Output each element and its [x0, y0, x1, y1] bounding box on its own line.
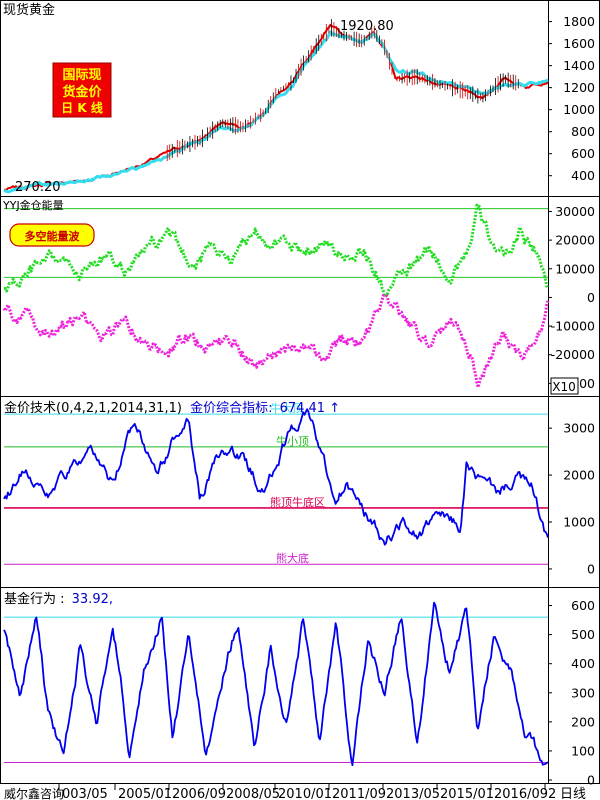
indicator-ytick-label-1: 0 [587, 561, 595, 576]
energy-badge-text: 多空能量波 [25, 229, 81, 243]
indicator-title: 金价技术(0,4,2,1,2014,31,1) 金价综合指标: 674.41 ↑ [4, 400, 340, 416]
indicator-up-arrow: ↑ [329, 401, 340, 416]
x-axis-label-2: 003/05 [62, 787, 108, 800]
energy-ytick-label-2: -20000 [551, 347, 595, 362]
price-title-text: 现货黄金 [3, 2, 55, 18]
indicator-value: 674.41 [280, 401, 326, 416]
energy-ytick-label-5: 10000 [555, 261, 595, 276]
energy-multiplier: X10 [550, 377, 579, 395]
x-axis-label-8: 2013/05 [386, 787, 440, 800]
price-ytick-label-7: 1600 [563, 36, 595, 51]
indicator-title-text: 金价技术(0,4,2,1,2014,31,1) [4, 400, 182, 416]
price-badge: 国际现 货金价 日 K 线 [52, 62, 112, 118]
energy-ytick-label-7: 30000 [555, 204, 595, 219]
energy-ytick-label-4: 0 [587, 290, 595, 305]
fund-ytick-label-2: 100 [571, 743, 595, 758]
price-title: 现货黄金 [3, 2, 55, 18]
x-axis-label-1: 威尔鑫咨询 [4, 786, 64, 800]
x-axis-label-5: 2008/05 [226, 787, 280, 800]
price-panel: 400 600 800 1000 1200 1400 1600 1800 [3, 14, 595, 194]
x-axis-label-9: 2015/01 [440, 787, 494, 800]
price-ytick-label-6: 1400 [563, 58, 595, 73]
fund-ytick-label-5: 400 [571, 656, 595, 671]
price-ytick-label-4: 1000 [563, 102, 595, 117]
fund-title: 基金行为 : 33.92, [4, 591, 113, 607]
x-axis-label-12: 日线 [560, 787, 586, 800]
price-low-annotation: 270.20 [15, 180, 61, 195]
x-axis-label-6: 2010/01 [278, 787, 332, 800]
fund-title-text: 基金行为 : [4, 591, 65, 607]
energy-title: YYJ金仓能量 [2, 198, 64, 212]
price-ytick-label-8: 1800 [563, 14, 595, 29]
indicator-level-label-1: 牛大顶 [270, 401, 303, 415]
indicator-level-label-2: 牛小顶 [276, 434, 309, 448]
indicator-level-label-4: 熊大底 [276, 551, 309, 565]
energy-ytick-label-3: -10000 [551, 319, 595, 334]
price-high-annotation: 1920.80 [340, 19, 394, 34]
indicator-level-label-3: 熊顶牛底区 [270, 495, 325, 509]
price-ytick-label-1: 400 [571, 168, 595, 183]
price-ytick-label-2: 600 [571, 146, 595, 161]
price-badge-line-3: 日 K 线 [61, 100, 103, 115]
energy-series-2-line [2, 293, 550, 389]
fund-ytick-label-3: 200 [571, 714, 595, 729]
price-badge-line-1: 国际现 [62, 68, 101, 83]
indicator-ytick-label-3: 2000 [563, 468, 595, 483]
fund-ytick-label-4: 300 [571, 685, 595, 700]
price-ytick-label-5: 1200 [563, 80, 595, 95]
energy-ytick-label-6: 20000 [555, 233, 595, 248]
indicator-ytick-label-2: 1000 [563, 515, 595, 530]
fund-series-1-line [3, 601, 549, 767]
x-axis-label-11: 2 [548, 787, 556, 800]
x-axis-label-4: 2006/09 [172, 787, 226, 800]
energy-badge: 多空能量波 [9, 223, 95, 247]
indicator-ytick-label-4: 3000 [563, 421, 595, 436]
fund-ytick-label-6: 500 [571, 627, 595, 642]
svg-text:金价技术(0,4,2,1,2014,31,1): 金价技术(0,4,2,1,2014,31,1) 金价综合指标: 674.41 ↑ [4, 400, 340, 416]
x-axis-label-10: 2016/09 [494, 787, 548, 800]
fund-ytick-label-7: 600 [571, 598, 595, 613]
indicator-value-label: 金价综合指标: [190, 400, 272, 416]
fund-ytick-label-1: 0 [587, 773, 595, 788]
x-axis-label-3: 2005/01 [118, 787, 172, 800]
price-ytick-label-3: 800 [571, 124, 595, 139]
energy-multiplier-text: X10 [552, 380, 576, 394]
energy-series-1-line [3, 203, 550, 299]
fund-value: 33.92, [72, 592, 113, 607]
indicator-series-1-line [3, 408, 549, 546]
price-badge-line-2: 货金价 [62, 84, 102, 100]
x-axis-label-7: 2011/09 [332, 787, 386, 800]
svg-text:基金行为 : 33.92,: 基金行为 : 33.92, [4, 591, 113, 607]
